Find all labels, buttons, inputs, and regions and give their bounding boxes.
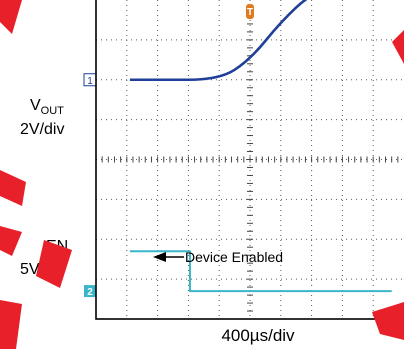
traces	[129, 0, 392, 293]
annotation-arrowhead	[153, 252, 166, 262]
ch1-name-label: VOUT	[30, 97, 64, 117]
trace-ch2	[129, 250, 392, 293]
ch2-ground-marker: 2	[84, 285, 96, 298]
ch1-scale-label: 2V/div	[20, 121, 64, 138]
x-scale-label: 400µs/div	[221, 326, 295, 345]
ch1-ground-marker: 1	[83, 73, 97, 87]
ch1-name-sub: OUT	[41, 105, 65, 117]
ch1-name-main: V	[30, 97, 41, 114]
svg-text:2: 2	[87, 287, 93, 298]
channel-markers: 1 2 T	[83, 4, 254, 298]
annotation-text: Device Enabled	[185, 249, 283, 265]
plot-frame	[95, 0, 404, 320]
svg-text:1: 1	[87, 76, 93, 87]
device-enabled-annotation: Device Enabled	[153, 249, 283, 265]
svg-text:T: T	[247, 7, 253, 18]
trace-ch1	[129, 0, 308, 82]
grid	[96, 0, 404, 319]
trigger-marker: T	[246, 4, 254, 19]
